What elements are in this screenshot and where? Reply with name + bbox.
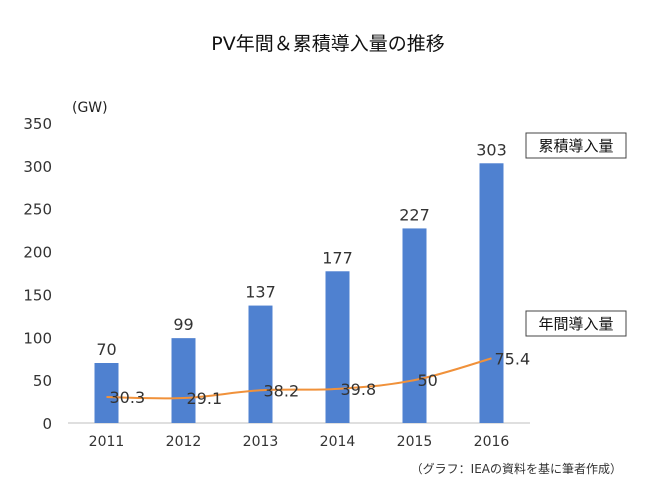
y-axis-ticks: 0 50 100 150 200 250 300 350 xyxy=(23,115,52,433)
y-tick-label: 150 xyxy=(23,286,52,304)
bar xyxy=(171,338,196,423)
bar-value-label: 99 xyxy=(173,315,193,334)
bar-value-label: 70 xyxy=(96,340,116,359)
y-tick-label: 0 xyxy=(42,415,52,433)
bar xyxy=(479,163,504,424)
legend-annual-label: 年間導入量 xyxy=(538,315,613,333)
bar-value-label: 177 xyxy=(322,248,353,267)
bar-value-labels: 70 99 137 177 227 303 xyxy=(96,140,506,359)
bar-value-label: 227 xyxy=(399,205,430,224)
y-tick-label: 250 xyxy=(23,201,52,219)
chart-title: PV年間＆累積導入量の推移 xyxy=(211,33,444,55)
x-tick-label: 2012 xyxy=(166,434,202,450)
legend-annual: 年間導入量 xyxy=(525,310,627,337)
bar-value-label: 303 xyxy=(476,140,507,159)
bar xyxy=(325,271,350,423)
y-tick-label: 50 xyxy=(33,372,52,390)
bar-series xyxy=(94,163,504,424)
source-note: （グラフ：IEAの資料を基に筆者作成） xyxy=(411,462,622,476)
x-tick-label: 2013 xyxy=(243,434,279,450)
x-tick-label: 2011 xyxy=(89,434,125,450)
line-value-label: 50 xyxy=(418,371,438,390)
line-value-label: 39.8 xyxy=(341,380,377,399)
bar xyxy=(402,228,427,423)
x-axis-ticks: 2011 2012 2013 2014 2015 2016 xyxy=(89,434,510,450)
y-tick-label: 100 xyxy=(23,329,52,347)
legend-cumulative: 累積導入量 xyxy=(525,132,627,159)
bar-value-label: 137 xyxy=(245,283,276,302)
y-axis-unit-label: (GW) xyxy=(72,100,108,116)
line-value-label: 30.3 xyxy=(110,388,146,407)
x-tick-label: 2014 xyxy=(320,434,356,450)
y-tick-label: 350 xyxy=(23,115,52,133)
line-value-label: 29.1 xyxy=(187,389,223,408)
line-value-label: 38.2 xyxy=(264,381,300,400)
line-value-labels: 30.3 29.1 38.2 39.8 50 75.4 xyxy=(110,349,531,408)
x-tick-label: 2016 xyxy=(474,434,510,450)
bar xyxy=(248,305,273,423)
line-series xyxy=(106,357,492,400)
legend-cumulative-label: 累積導入量 xyxy=(538,137,613,155)
x-tick-label: 2015 xyxy=(397,434,433,450)
bar xyxy=(94,363,119,423)
line-value-label: 75.4 xyxy=(495,349,531,368)
y-tick-label: 300 xyxy=(23,158,52,176)
y-tick-label: 200 xyxy=(23,244,52,262)
